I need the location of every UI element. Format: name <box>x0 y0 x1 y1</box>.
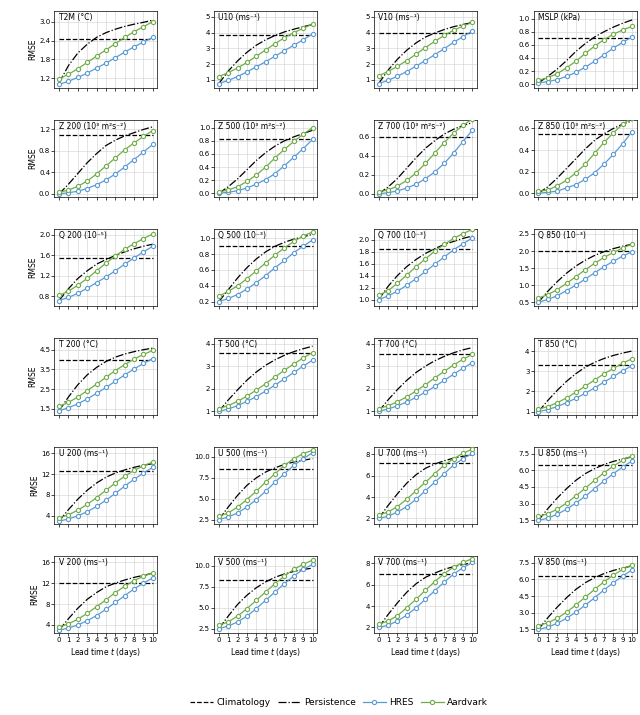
Y-axis label: RMSE: RMSE <box>30 475 39 496</box>
Text: T2M (°C): T2M (°C) <box>58 13 92 22</box>
Text: Q 700 (10⁻³): Q 700 (10⁻³) <box>378 231 426 240</box>
Text: V10 (ms⁻¹): V10 (ms⁻¹) <box>378 13 420 22</box>
Text: V 850 (ms⁻¹): V 850 (ms⁻¹) <box>538 558 587 567</box>
Text: T 200 (°C): T 200 (°C) <box>58 340 97 349</box>
Text: U 200 (ms⁻¹): U 200 (ms⁻¹) <box>58 449 108 458</box>
Y-axis label: RMSE: RMSE <box>28 39 37 60</box>
Text: U 850 (ms⁻¹): U 850 (ms⁻¹) <box>538 449 587 458</box>
Text: MSLP (kPa): MSLP (kPa) <box>538 13 580 22</box>
X-axis label: Lead time $t$ (days): Lead time $t$ (days) <box>230 646 301 659</box>
Legend: Climatology, Persistence, HRES, Aardvark: Climatology, Persistence, HRES, Aardvark <box>187 694 492 711</box>
X-axis label: Lead time $t$ (days): Lead time $t$ (days) <box>550 646 621 659</box>
Text: Q 500 (10⁻³): Q 500 (10⁻³) <box>218 231 266 240</box>
Text: U10 (ms⁻¹): U10 (ms⁻¹) <box>218 13 260 22</box>
Text: Q 200 (10⁻⁵): Q 200 (10⁻⁵) <box>58 231 106 240</box>
Text: Q 850 (10⁻³): Q 850 (10⁻³) <box>538 231 586 240</box>
Y-axis label: RMSE: RMSE <box>28 147 37 169</box>
Text: V 700 (ms⁻¹): V 700 (ms⁻¹) <box>378 558 427 567</box>
Text: V 500 (ms⁻¹): V 500 (ms⁻¹) <box>218 558 268 567</box>
Text: Z 200 (10³ m²s⁻²): Z 200 (10³ m²s⁻²) <box>58 122 126 131</box>
X-axis label: Lead time $t$ (days): Lead time $t$ (days) <box>70 646 141 659</box>
Text: V 200 (ms⁻¹): V 200 (ms⁻¹) <box>58 558 108 567</box>
Text: U 700 (ms⁻¹): U 700 (ms⁻¹) <box>378 449 428 458</box>
Y-axis label: RMSE: RMSE <box>28 365 37 387</box>
X-axis label: Lead time $t$ (days): Lead time $t$ (days) <box>390 646 461 659</box>
Text: Z 500 (10³ m²s⁻²): Z 500 (10³ m²s⁻²) <box>218 122 285 131</box>
Text: U 500 (ms⁻¹): U 500 (ms⁻¹) <box>218 449 268 458</box>
Text: T 850 (°C): T 850 (°C) <box>538 340 577 349</box>
Text: T 500 (°C): T 500 (°C) <box>218 340 257 349</box>
Y-axis label: RMSE: RMSE <box>28 257 37 278</box>
Text: Z 850 (10³ m²s⁻²): Z 850 (10³ m²s⁻²) <box>538 122 605 131</box>
Text: T 700 (°C): T 700 (°C) <box>378 340 417 349</box>
Text: Z 700 (10³ m²s⁻²): Z 700 (10³ m²s⁻²) <box>378 122 445 131</box>
Y-axis label: RMSE: RMSE <box>30 583 39 605</box>
